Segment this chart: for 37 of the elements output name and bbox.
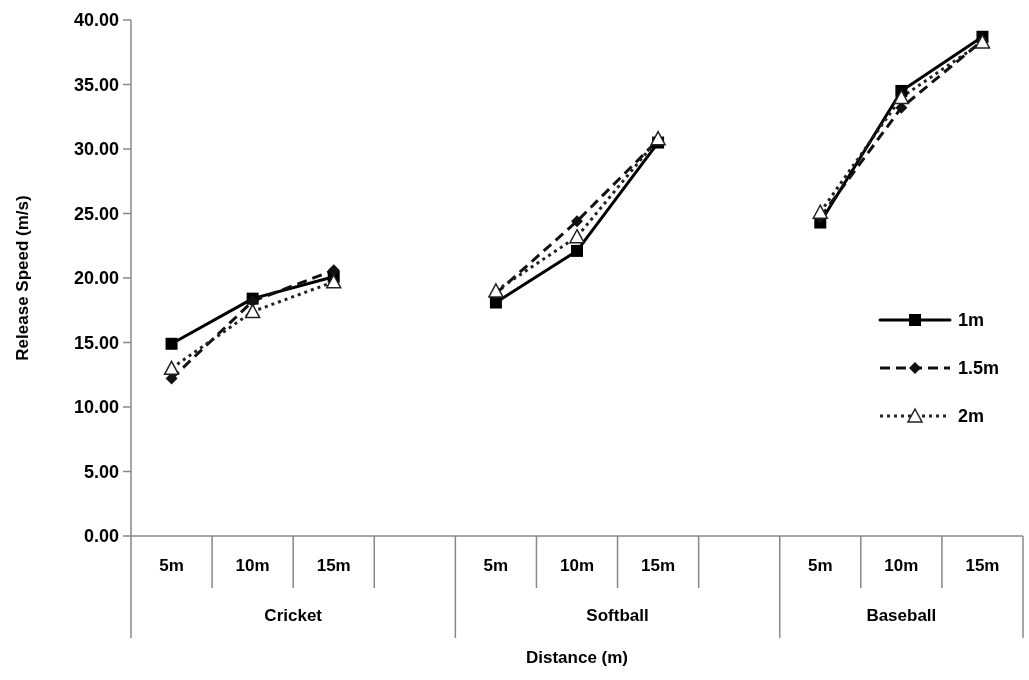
y-tick-label: 5.00 — [83, 461, 119, 482]
point — [569, 228, 585, 244]
point — [244, 303, 261, 319]
point — [488, 283, 504, 298]
y-tick-label: 15.00 — [73, 332, 119, 353]
x-tick-label: 5m — [483, 556, 509, 575]
point — [165, 337, 178, 350]
y-tick-label: 25.00 — [73, 203, 119, 224]
text: Cricket — [264, 606, 323, 625]
x-tick-label: 10m — [559, 556, 595, 575]
x-axis-title: Distance (m) — [525, 648, 629, 667]
y-tick-label: 40.00 — [73, 10, 119, 31]
point — [325, 274, 342, 289]
point — [893, 89, 910, 105]
legend-label: 1.5m — [958, 358, 1000, 379]
point — [489, 296, 502, 309]
x-tick-label: 15m — [316, 556, 351, 575]
x-tick-label: 15m — [965, 556, 1000, 575]
x-tick-label: 10m — [235, 556, 270, 575]
text: Softball — [586, 606, 649, 625]
y-axis-title: Release Speed (m/s) — [12, 195, 32, 361]
y-tick-label: 20.00 — [73, 268, 119, 289]
y-tick-label: 30.00 — [73, 139, 119, 160]
point — [571, 244, 583, 257]
text: Baseball — [866, 606, 937, 625]
point — [163, 360, 180, 376]
x-tick-label: 5m — [807, 556, 833, 575]
x-tick-label: 5m — [159, 556, 184, 575]
y-tick-label: 0.00 — [83, 526, 119, 547]
x-tick-label: 10m — [884, 556, 919, 575]
legend-label: 2m — [958, 406, 985, 427]
point — [812, 204, 829, 219]
y-tick-label: 10.00 — [73, 397, 119, 418]
point — [571, 215, 583, 228]
x-tick-label: 15m — [641, 556, 676, 575]
legend-label: 1m — [958, 310, 985, 331]
y-tick-label: 35.00 — [73, 74, 119, 95]
